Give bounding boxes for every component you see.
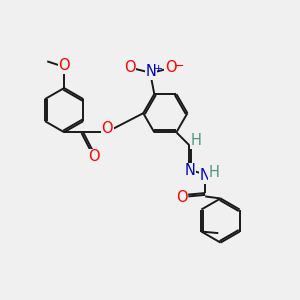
- Text: O: O: [124, 60, 136, 75]
- Text: O: O: [58, 58, 70, 73]
- Text: O: O: [165, 60, 177, 75]
- Text: O: O: [102, 121, 113, 136]
- Text: H: H: [208, 165, 219, 180]
- Text: H: H: [190, 133, 201, 148]
- Text: N: N: [146, 64, 157, 79]
- Text: +: +: [154, 64, 164, 74]
- Text: O: O: [88, 149, 100, 164]
- Text: N: N: [200, 168, 211, 183]
- Text: N: N: [184, 164, 195, 178]
- Text: O: O: [176, 190, 188, 206]
- Text: −: −: [174, 60, 184, 73]
